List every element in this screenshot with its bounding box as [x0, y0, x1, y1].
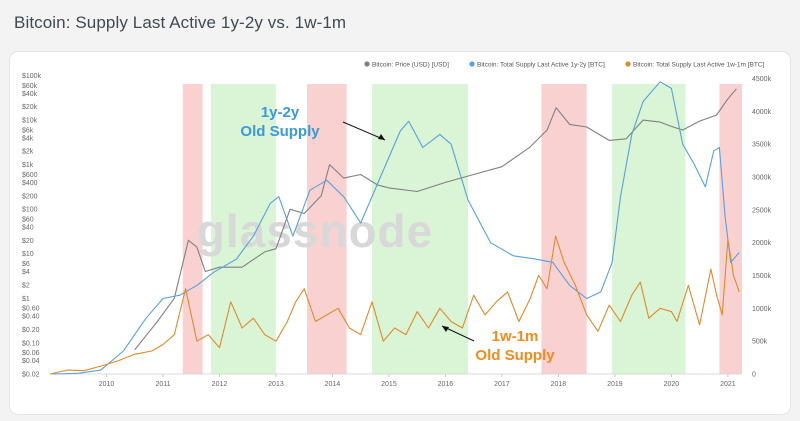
left-tick-label: $0.20	[22, 327, 40, 334]
left-tick-label: $400	[22, 180, 38, 187]
page-title: Bitcoin: Supply Last Active 1y-2y vs. 1w…	[14, 13, 347, 32]
left-tick-label: $0.04	[22, 358, 40, 365]
x-tick-label: 2013	[268, 381, 284, 388]
x-tick-label: 2016	[438, 381, 454, 388]
annotation-orange-arrowhead	[442, 326, 449, 332]
annotation-blue-arrow	[342, 121, 386, 141]
shaded-region-4	[541, 84, 587, 374]
shaded-region-6	[719, 84, 742, 374]
left-tick-label: $0.60	[22, 306, 40, 313]
right-tick-label: 2000k	[752, 240, 772, 247]
right-tick-label: 0	[752, 372, 756, 379]
left-tick-label: $20	[22, 238, 34, 245]
left-tick-label: $1	[22, 296, 30, 303]
annotations: 1y-2y Old Supply 1w-1m Old Supply	[240, 104, 555, 364]
left-tick-label: $20k	[22, 104, 38, 111]
x-tick-label: 2014	[325, 381, 341, 388]
right-tick-label: 3500k	[752, 142, 772, 149]
left-tick-label: $0.02	[22, 372, 40, 379]
right-tick-label: 500k	[752, 339, 768, 346]
left-tick-label: $10	[22, 251, 34, 258]
left-tick-label: $6	[22, 261, 30, 268]
x-tick-label: 2020	[664, 381, 680, 388]
annotation-blue-arrowhead	[378, 134, 385, 140]
legend-item-label: Bitcoin: Price (USD) [USD]	[372, 62, 449, 69]
left-tick-label: $0.40	[22, 314, 40, 321]
series-line-2	[49, 235, 740, 375]
shaded-region-3	[371, 84, 469, 374]
shaded-region-0	[182, 84, 203, 374]
left-tick-label: $40	[22, 224, 34, 231]
left-tick-label: $600	[22, 172, 38, 179]
left-tick-label: $60k	[22, 83, 38, 90]
left-tick-label: $4k	[22, 135, 34, 142]
x-tick-label: 2012	[212, 381, 228, 388]
legend-marker-0	[364, 61, 370, 67]
x-axis-ticks: 2010 2011 2012 2013 2014 2015 2016 2017 2018 2019…	[99, 374, 736, 388]
right-tick-label: 3000k	[752, 175, 772, 182]
right-tick-label: 2500k	[752, 207, 772, 214]
shaded-regions	[182, 84, 742, 374]
legend-marker-1	[469, 61, 475, 67]
x-tick-label: 2021	[720, 381, 736, 388]
right-tick-label: 1500k	[752, 273, 772, 280]
left-tick-label: $200	[22, 193, 38, 200]
left-tick-label: $2	[22, 282, 30, 289]
left-tick-label: $0.10	[22, 340, 40, 347]
right-tick-label: 4500k	[752, 76, 772, 83]
legend-item-label: Bitcoin: Total Supply Last Active 1w-1m …	[633, 62, 765, 69]
annotation-orange-line2: Old Supply	[475, 347, 555, 364]
x-tick-label: 2018	[551, 381, 567, 388]
annotation-orange-line1: 1w-1m	[492, 328, 539, 345]
right-tick-label: 4000k	[752, 109, 772, 116]
watermark: glassnode	[197, 205, 434, 257]
x-tick-label: 2010	[99, 381, 115, 388]
chart-svg: glassnode $100k $60k$40k $20k $10k $6k$4k $2k…	[22, 61, 772, 388]
shaded-region-1	[210, 84, 276, 374]
x-tick-label: 2015	[381, 381, 397, 388]
chart-card: glassnode $100k $60k $40k $20k $10k $6k $4k $2k…	[10, 52, 790, 414]
left-tick-label: $100k	[22, 73, 42, 80]
x-tick-label: 2011	[155, 381, 170, 388]
left-tick-label: $0.06	[22, 350, 40, 357]
left-tick-label: $4	[22, 269, 30, 276]
left-axis-ticks: $100k$60k$40k$20k$10k$6k$4k$2k$1k$600$40…	[22, 73, 42, 378]
left-tick-label: $2k	[22, 149, 34, 156]
left-tick-label: $60	[22, 217, 34, 224]
shaded-region-5	[612, 84, 686, 374]
annotation-blue-line2: Old Supply	[240, 123, 320, 140]
series-line-1	[52, 81, 740, 375]
right-axis-ticks: 0 500k 1000k 1500k 2000k 2500k 3000k 3500k 4000k…	[752, 76, 772, 378]
left-tick-label: $6k	[22, 127, 34, 134]
series-lines	[49, 81, 740, 375]
shaded-region-2	[307, 84, 347, 374]
legend-marker-2	[625, 61, 631, 67]
legend: Bitcoin: Price (USD) [USD] Bitcoin: Total…	[364, 61, 765, 69]
left-tick-label: $100	[22, 207, 38, 214]
left-tick-label: $1k	[22, 162, 34, 169]
left-tick-label: $10k	[22, 118, 38, 125]
x-tick-label: 2017	[494, 381, 510, 388]
left-tick-label: $40k	[22, 91, 38, 98]
x-tick-label: 2019	[607, 381, 623, 388]
series-line-0	[134, 88, 737, 351]
right-tick-label: 1000k	[752, 306, 772, 313]
annotation-blue-line1: 1y-2y	[261, 104, 300, 121]
legend-item-label: Bitcoin: Total Supply Last Active 1y-2y …	[477, 62, 605, 69]
